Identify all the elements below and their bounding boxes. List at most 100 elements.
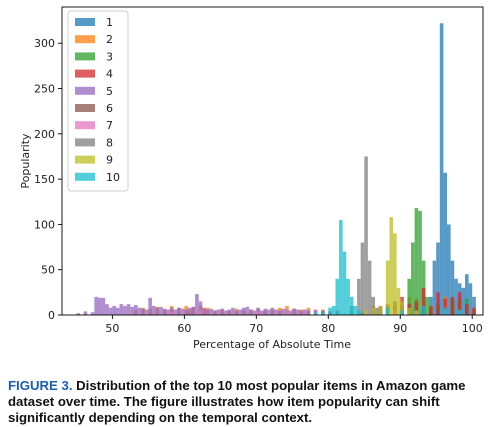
bar-series-5 [231,307,235,315]
figure-caption: FIGURE 3. Distribution of the top 10 mos… [8,378,494,426]
bar-series-5 [195,294,199,315]
bar-series-1 [443,172,448,315]
bar-series-10 [457,309,462,315]
x-axis-label: Percentage of Absolute Time [193,338,351,351]
bar-series-5 [198,301,203,315]
y-axis: 0 50 100 150 200 250 300 [34,37,62,322]
bar-series-5 [295,309,300,315]
bar-series-5 [274,309,278,315]
bar-series-5 [119,304,124,315]
bar-series-5 [141,308,145,315]
bar-series-8 [367,260,372,315]
legend-swatch-8 [75,138,95,147]
bar-series-5 [252,310,257,315]
legend-label-1: 1 [106,16,113,29]
y-tick-label: 300 [34,37,55,50]
legend-swatch-6 [75,104,95,112]
bar-series-10 [443,307,448,315]
bar-series-9 [400,301,404,315]
bar-series-5 [202,307,206,315]
bar-series-5 [130,306,134,315]
legend-label-6: 6 [106,102,113,115]
bar-series-9 [393,233,397,315]
bar-series-5 [101,297,106,315]
bar-series-5 [148,297,152,315]
bar-series-7 [256,311,260,315]
bar-series-5 [245,306,250,315]
bar-series-5 [115,307,120,315]
bar-series-10 [357,310,361,315]
bar-series-5 [177,307,181,315]
bar-series-4 [429,305,433,315]
legend-swatch-4 [75,69,95,78]
bar-series-5 [159,306,163,315]
bar-series-9 [407,307,412,315]
bar-series-4 [450,296,455,315]
bar-series-8 [357,278,361,315]
bar-series-5 [263,308,268,315]
legend-label-7: 7 [106,119,113,132]
bar-series-4 [472,307,476,315]
legend-label-5: 5 [106,85,113,98]
bar-series-9 [396,287,401,315]
bar-series-5 [256,307,260,315]
bar-series-5 [166,309,170,315]
bar-series-1 [436,242,440,315]
legend-swatch-2 [75,35,95,44]
bar-series-1 [465,274,469,315]
bar-series-10 [349,296,354,315]
bar-series-5 [227,309,232,315]
bar-series-5 [169,307,174,315]
legend-swatch-3 [75,52,95,61]
bar-series-5 [108,307,113,315]
bar-series-5 [173,309,178,315]
legend-label-8: 8 [106,136,113,149]
bar-series-5 [205,309,210,315]
bar-series-5 [184,309,188,315]
bar-series-10 [335,278,340,315]
bar-series-5 [94,296,98,315]
bar-series-4 [457,292,462,315]
bar-series-5 [281,308,286,315]
bar-series-5 [105,304,109,315]
bar-series-5 [249,309,253,315]
legend: 1 2 3 4 5 6 7 8 9 10 [67,10,129,192]
legend-label-10: 10 [106,171,120,184]
caption-label: FIGURE 3. [8,378,73,393]
bar-series-1 [454,278,458,315]
legend-label-9: 9 [106,154,113,167]
y-tick-label: 250 [34,83,55,96]
bar-series-5 [270,307,275,315]
x-tick-label: 90 [393,322,407,335]
bar-series-5 [155,307,160,315]
bar-series-10 [421,305,426,315]
bar-series-10 [342,251,347,315]
bar-series-5 [133,305,138,315]
legend-swatch-7 [75,121,95,130]
bar-series-4 [465,304,469,315]
bar-series-8 [364,156,368,315]
bar-series-3 [411,242,415,315]
bar-series-9 [364,310,368,315]
x-tick-label: 50 [105,322,119,335]
y-axis-label: Popularity [19,133,32,189]
bar-series-5 [137,307,142,315]
bar-series-9 [371,307,376,315]
bar-series-10 [339,219,343,315]
bar-series-8 [360,242,365,315]
bar-series-1 [447,224,451,315]
legend-swatch-9 [75,155,95,164]
y-tick-label: 50 [41,264,55,277]
x-tick-label: 100 [462,322,483,335]
bar-series-8 [375,307,379,315]
bar-series-5 [277,310,282,315]
x-tick-label: 70 [249,322,263,335]
bar-series-5 [299,310,304,315]
bar-series-5 [112,305,116,315]
bar-series-5 [126,304,131,315]
bar-series-5 [187,307,192,315]
bar-series-10 [400,310,404,315]
bar-series-5 [238,309,242,315]
bar-series-1 [472,296,476,315]
bar-series-5 [288,310,293,315]
